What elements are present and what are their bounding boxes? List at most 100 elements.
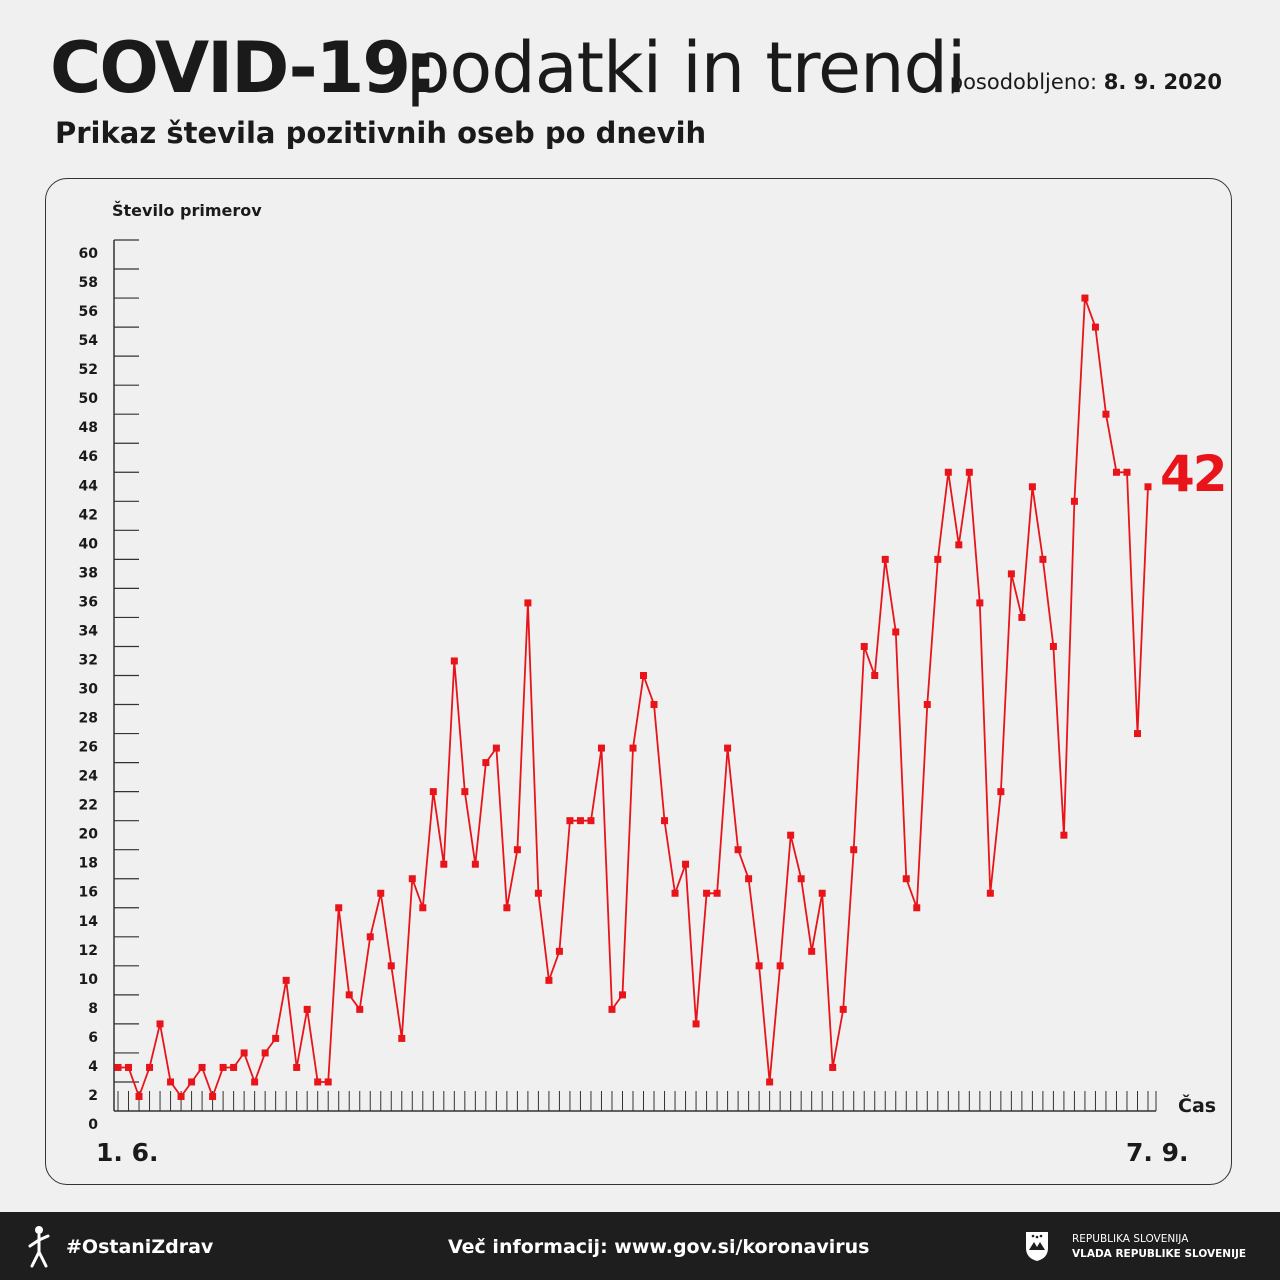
- data-point: [356, 1005, 364, 1013]
- data-point: [913, 904, 921, 912]
- data-point: [1102, 410, 1110, 418]
- data-point: [198, 1063, 206, 1071]
- data-point: [787, 831, 795, 839]
- y-tick-label: 28: [79, 711, 98, 727]
- data-point: [965, 468, 973, 476]
- data-point: [829, 1063, 837, 1071]
- y-tick-label: 30: [79, 682, 99, 698]
- line-chart: Število primerovČas024681012141618202224…: [79, 201, 1217, 1133]
- data-point: [1049, 642, 1057, 650]
- title-light: podatki in trendi: [406, 27, 966, 109]
- data-point: [724, 744, 732, 752]
- government-line-1: REPUBLIKA SLOVENIJA: [1072, 1233, 1189, 1245]
- data-point: [703, 889, 711, 897]
- data-point: [461, 788, 469, 796]
- data-point: [188, 1078, 196, 1086]
- data-point: [209, 1092, 217, 1100]
- y-tick-label: 32: [79, 652, 98, 668]
- data-point: [324, 1078, 332, 1086]
- data-point: [1123, 468, 1131, 476]
- data-point: [156, 1020, 164, 1028]
- y-tick-label: 22: [79, 798, 98, 814]
- subtitle: Prikaz števila pozitivnih oseb po dnevih: [55, 116, 707, 150]
- data-point: [934, 555, 942, 563]
- data-point: [1028, 483, 1036, 491]
- data-point: [661, 817, 669, 825]
- y-axis-label: Število primerov: [112, 201, 262, 220]
- data-point: [177, 1092, 185, 1100]
- updated-date: 8. 9. 2020: [1103, 70, 1222, 94]
- data-point: [745, 875, 753, 883]
- data-point: [997, 788, 1005, 796]
- y-tick-label: 36: [79, 594, 98, 610]
- data-point: [335, 904, 343, 912]
- data-point: [871, 672, 879, 679]
- data-point: [1060, 831, 1068, 839]
- data-point: [513, 846, 521, 854]
- y-tick-label: 18: [79, 856, 98, 872]
- y-tick-label: 20: [79, 827, 99, 843]
- data-point: [955, 541, 963, 549]
- data-point: [545, 976, 553, 984]
- data-point: [923, 701, 931, 709]
- stay-healthy-figure-icon: [28, 1226, 50, 1268]
- data-point: [314, 1078, 322, 1086]
- data-point: [282, 976, 290, 984]
- data-point: [892, 628, 900, 636]
- data-point: [219, 1063, 227, 1071]
- data-point: [650, 701, 658, 709]
- data-point: [272, 1034, 280, 1042]
- data-point: [986, 889, 994, 897]
- data-point: [734, 846, 742, 854]
- data-point: [125, 1063, 133, 1071]
- data-point: [597, 744, 605, 752]
- y-tick-label: 58: [79, 275, 98, 291]
- data-point: [1007, 570, 1015, 578]
- data-point: [114, 1063, 122, 1071]
- data-point: [1133, 730, 1141, 738]
- government-label: REPUBLIKA SLOVENIJA VLADA REPUBLIKE SLOV…: [1072, 1232, 1246, 1262]
- data-point: [398, 1034, 406, 1042]
- y-tick-label: 14: [79, 914, 99, 930]
- series-line: [118, 297, 1149, 1100]
- data-point: [429, 788, 437, 796]
- y-tick-label: 12: [79, 943, 98, 959]
- data-point: [146, 1063, 154, 1071]
- data-point: [240, 1049, 248, 1057]
- data-point: [440, 860, 448, 868]
- data-point: [640, 672, 648, 679]
- government-line-2: VLADA REPUBLIKE SLOVENIJE: [1072, 1248, 1247, 1260]
- data-point: [492, 744, 500, 752]
- data-point: [818, 889, 826, 897]
- data-point: [366, 933, 374, 941]
- data-point: [808, 947, 816, 955]
- data-point: [524, 599, 532, 607]
- y-tick-label: 16: [79, 885, 98, 901]
- data-point: [1112, 468, 1120, 476]
- data-point: [167, 1078, 175, 1086]
- y-tick-label: 8: [88, 1001, 98, 1017]
- y-tick-label: 38: [79, 565, 98, 581]
- data-point: [587, 817, 595, 825]
- data-point: [555, 947, 563, 955]
- hashtag: #OstaniZdrav: [66, 1236, 214, 1258]
- y-tick-label: 2: [88, 1088, 98, 1104]
- header: COVID-19: podatki in trendi posodobljeno…: [50, 28, 1230, 158]
- y-tick-label: 26: [79, 740, 98, 756]
- updated-label: posodobljeno:: [949, 70, 1098, 94]
- data-point: [682, 860, 690, 868]
- more-info-link[interactable]: Več informacij: www.gov.si/koronavirus: [448, 1236, 870, 1258]
- data-point: [377, 889, 385, 897]
- data-point: [713, 889, 721, 897]
- data-point: [902, 875, 910, 883]
- data-point: [293, 1063, 301, 1071]
- y-tick-label: 50: [79, 391, 99, 407]
- data-point: [881, 555, 889, 563]
- data-point: [618, 991, 626, 999]
- data-point: [303, 1005, 311, 1013]
- y-tick-label: 6: [88, 1030, 98, 1046]
- y-tick-label: 52: [79, 362, 98, 378]
- title-bold: COVID-19:: [50, 27, 437, 109]
- y-tick-label: 44: [79, 478, 99, 494]
- y-tick-label: 56: [79, 304, 98, 320]
